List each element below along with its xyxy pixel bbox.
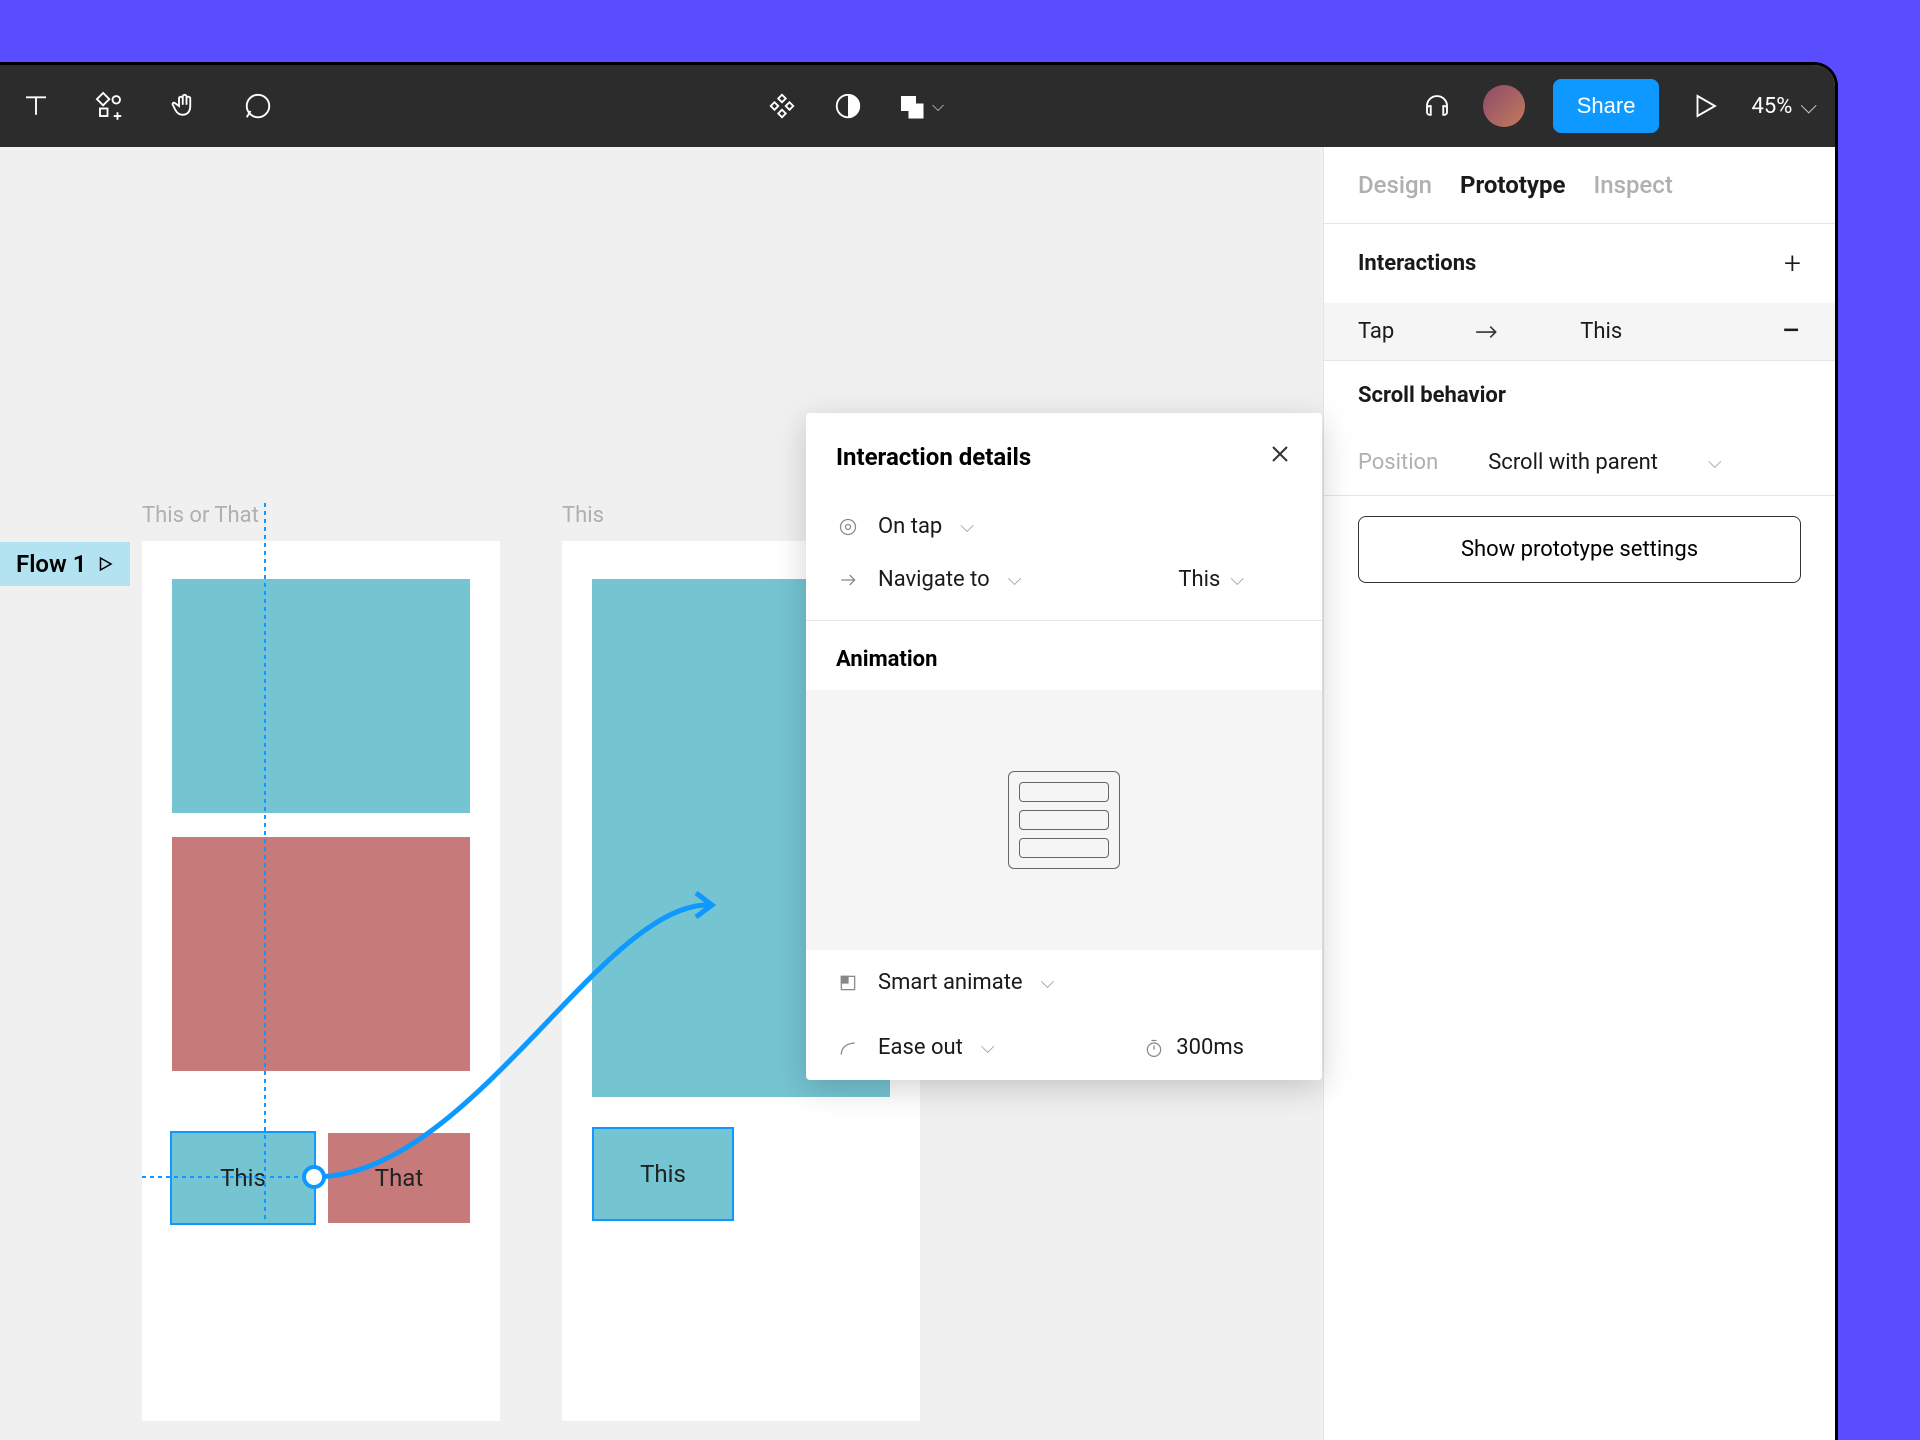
trigger-dropdown[interactable]: On tap ⌵ xyxy=(806,500,1322,553)
position-label: Position xyxy=(1358,450,1438,475)
close-icon[interactable] xyxy=(1268,439,1292,474)
button-that[interactable]: That xyxy=(328,1133,470,1223)
tab-prototype[interactable]: Prototype xyxy=(1460,171,1565,199)
add-interaction-icon[interactable]: + xyxy=(1784,246,1801,281)
hand-tool-icon[interactable] xyxy=(166,88,202,124)
component-icon[interactable] xyxy=(764,88,800,124)
arrow-right-icon xyxy=(1474,323,1500,341)
show-prototype-settings-button[interactable]: Show prototype settings xyxy=(1358,516,1801,583)
interaction-trigger: Tap xyxy=(1358,319,1394,344)
interactions-title: Interactions xyxy=(1358,251,1784,276)
remove-interaction-icon[interactable]: − xyxy=(1782,323,1801,340)
button-this-2[interactable]: This xyxy=(592,1127,734,1221)
canvas[interactable]: Flow 1 This or That This This That xyxy=(0,147,1323,1440)
transition-dropdown[interactable]: Smart animate ⌵ xyxy=(806,950,1322,1015)
scroll-behavior-title: Scroll behavior xyxy=(1358,383,1801,408)
mask-icon[interactable] xyxy=(830,88,866,124)
rect-blue-1[interactable] xyxy=(172,579,470,813)
flow-start-badge[interactable]: Flow 1 xyxy=(0,542,130,586)
properties-panel: Design Prototype Inspect Interactions + … xyxy=(1323,147,1835,1440)
position-dropdown[interactable]: Position Scroll with parent ⌵ xyxy=(1324,430,1835,495)
frame-label-2[interactable]: This xyxy=(562,503,604,528)
destination-dropdown[interactable]: This ⌵ xyxy=(1178,567,1244,592)
comment-tool-icon[interactable] xyxy=(240,88,276,124)
tab-inspect[interactable]: Inspect xyxy=(1593,171,1672,199)
app-window: ⌵ Share 45% ⌵ Flow 1 This or That xyxy=(0,62,1838,1440)
artboard-1[interactable]: This That xyxy=(142,541,500,1421)
button-this[interactable]: This xyxy=(172,1133,314,1223)
text-tool-icon[interactable] xyxy=(18,88,54,124)
action-dropdown[interactable]: Navigate to ⌵ This ⌵ xyxy=(806,553,1322,606)
stopwatch-icon xyxy=(1144,1038,1164,1058)
interaction-details-popup: Interaction details On tap ⌵ xyxy=(806,413,1322,1080)
top-toolbar: ⌵ Share 45% ⌵ xyxy=(0,65,1835,147)
easing-dropdown[interactable]: Ease out xyxy=(878,1035,963,1060)
interaction-item[interactable]: Tap This − xyxy=(1324,303,1835,360)
frame-label-1[interactable]: This or That xyxy=(142,503,259,528)
tap-icon xyxy=(836,517,860,537)
interaction-target: This xyxy=(1580,319,1701,344)
popup-title: Interaction details xyxy=(836,443,1268,471)
shapes-tool-icon[interactable] xyxy=(92,88,128,124)
smart-animate-icon xyxy=(836,973,860,993)
share-button[interactable]: Share xyxy=(1553,79,1660,133)
arrow-right-icon xyxy=(836,570,860,590)
present-icon[interactable] xyxy=(1687,88,1723,124)
user-avatar[interactable] xyxy=(1483,85,1525,127)
duration-field[interactable]: 300ms xyxy=(1144,1035,1244,1060)
tab-design[interactable]: Design xyxy=(1358,171,1432,199)
easing-icon xyxy=(836,1038,860,1058)
flow-label: Flow 1 xyxy=(16,550,86,578)
rect-red-1[interactable] xyxy=(172,837,470,1071)
zoom-dropdown[interactable]: 45% ⌵ xyxy=(1751,94,1817,119)
animation-preview xyxy=(806,690,1322,950)
zoom-value: 45% xyxy=(1751,94,1792,119)
headphones-icon[interactable] xyxy=(1419,88,1455,124)
animation-section-title: Animation xyxy=(806,621,1322,690)
boolean-tool[interactable]: ⌵ xyxy=(896,91,944,121)
